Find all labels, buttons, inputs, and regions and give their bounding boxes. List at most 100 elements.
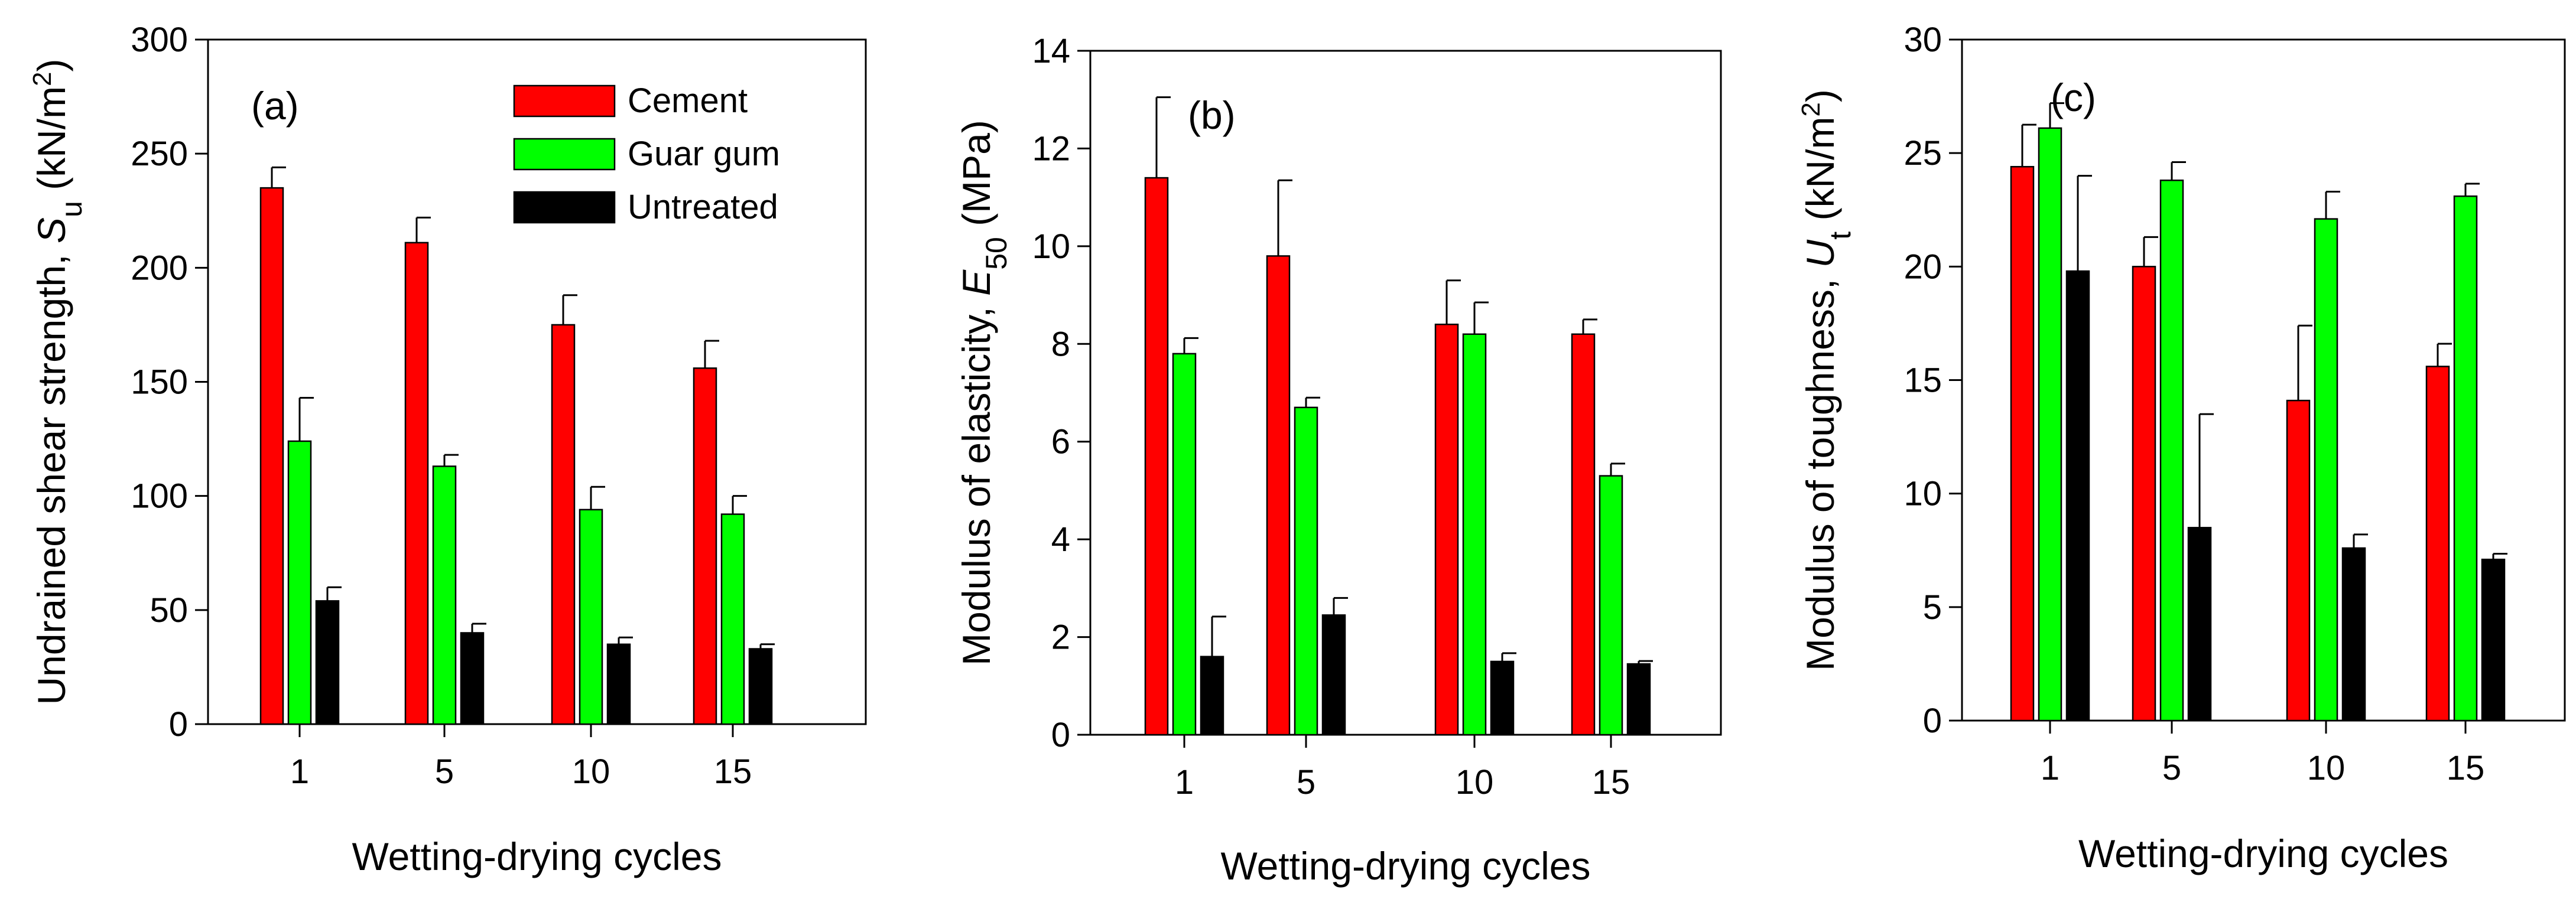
x-tick-label: 5 [435, 752, 454, 791]
bar-untreated [2065, 270, 2090, 722]
y-tick-label: 20 [1903, 247, 1942, 286]
y-axis-title-text: Modulus of elasticity, [954, 296, 998, 666]
legend-label: Cement [628, 82, 748, 120]
y-axis-title-unit: (kN/m [30, 86, 73, 201]
x-tick-label: 5 [2162, 749, 2181, 787]
y-axis-title-subscript: t [1824, 232, 1857, 240]
x-axis-title: Wetting-drying cycles [1220, 844, 1590, 888]
bar-cement [259, 187, 284, 725]
x-axis-title: Wetting-drying cycles [352, 835, 722, 878]
x-tick-label: 10 [1456, 763, 1494, 802]
bar-guar-gum [1462, 333, 1487, 736]
y-tick-label: 250 [131, 135, 188, 173]
bar-untreated [1321, 614, 1346, 736]
bar-cement [404, 242, 429, 725]
bar-cement [1434, 323, 1459, 736]
y-tick-label: 10 [1032, 227, 1070, 266]
x-axis-title: Wetting-drying cycles [2078, 832, 2448, 875]
panel-label: (c) [2051, 76, 2096, 119]
y-tick-label: 0 [1051, 716, 1070, 754]
legend-swatch-cement [513, 84, 616, 118]
bar-guar-gum [1172, 353, 1197, 736]
y-tick-label: 200 [131, 249, 188, 287]
y-tick-label: 4 [1051, 520, 1070, 559]
bar-untreated [606, 643, 631, 725]
x-tick-label: 10 [2307, 749, 2346, 787]
bar-guar-gum [579, 509, 603, 725]
bar-guar-gum [720, 513, 745, 725]
y-tick-label: 100 [131, 477, 188, 516]
y-tick-label: 10 [1903, 475, 1942, 513]
y-axis-title-variable: E [954, 269, 998, 296]
panel-label: (a) [251, 84, 299, 128]
bar-guar-gum [2038, 127, 2062, 722]
legend-label: Untreated [628, 188, 778, 226]
legend: Cement Guar gum Untreated [513, 82, 780, 226]
y-tick-label: 14 [1032, 32, 1070, 70]
y-axis-title-unit-close: ) [30, 58, 73, 71]
bar-guar-gum [2314, 218, 2338, 722]
y-axis-title: Undrained shear strength, Su (kN/m2) [28, 58, 89, 705]
bar-untreated [2187, 527, 2212, 722]
x-tick-label: 15 [714, 752, 752, 791]
plot-frame [1089, 50, 1722, 736]
bar-guar-gum [1599, 475, 1623, 736]
y-axis-title-unit-close: ) [1798, 89, 1842, 102]
x-tick-label: 5 [1297, 763, 1315, 802]
y-tick-label: 30 [1903, 21, 1942, 59]
bar-untreated [315, 600, 340, 725]
y-axis-title-subscript: u [55, 201, 88, 217]
y-tick-label: 2 [1051, 618, 1070, 657]
bar-cement [2425, 366, 2450, 722]
y-axis-title-superscript: 2 [28, 71, 57, 86]
bar-cement [2010, 165, 2035, 722]
bar-cement [2286, 399, 2311, 722]
y-tick-label: 300 [131, 21, 188, 59]
bar-guar-gum [1294, 406, 1318, 736]
bar-cement [1571, 333, 1596, 736]
bar-cement [2132, 266, 2156, 722]
y-tick-label: 25 [1903, 134, 1942, 172]
bar-cement [693, 367, 717, 725]
y-tick-label: 150 [131, 363, 188, 402]
y-tick-label: 0 [1923, 702, 1942, 740]
bar-guar-gum [2159, 180, 2184, 722]
y-axis-title-unit: (kN/m [1798, 117, 1842, 232]
y-tick-label: 12 [1032, 129, 1070, 168]
bar-guar-gum [287, 440, 312, 725]
x-tick-label: 1 [290, 752, 309, 791]
bar-untreated [460, 632, 485, 725]
bar-untreated [1490, 660, 1515, 736]
x-tick-label: 1 [2041, 749, 2059, 787]
bar-cement [1144, 177, 1169, 736]
y-axis-title-subscript: 50 [980, 237, 1013, 270]
y-tick-label: 50 [150, 591, 188, 630]
bar-untreated [2341, 547, 2366, 722]
bar-untreated [2481, 558, 2506, 722]
bar-untreated [1200, 656, 1224, 736]
bar-guar-gum [2453, 195, 2478, 722]
y-tick-label: 6 [1051, 423, 1070, 461]
y-axis-title-unit: (MPa) [954, 120, 998, 237]
y-axis-title: Modulus of toughness, Ut (kN/m2) [1797, 89, 1857, 671]
x-tick-label: 1 [1175, 763, 1194, 802]
y-axis-title-variable: U [1798, 239, 1842, 268]
y-axis-title-text: Modulus of toughness, [1798, 268, 1842, 670]
x-tick-label: 10 [572, 752, 610, 791]
bar-untreated [748, 648, 773, 725]
y-axis-title-superscript: 2 [1797, 102, 1825, 116]
bar-cement [1266, 255, 1291, 736]
bar-untreated [1626, 663, 1651, 736]
y-tick-label: 5 [1923, 588, 1942, 627]
bar-cement [551, 324, 576, 725]
y-tick-label: 0 [169, 705, 188, 744]
legend-swatch-untreated [513, 191, 616, 224]
x-tick-label: 15 [2447, 749, 2485, 787]
y-axis-title: Modulus of elasticity, E50 (MPa) [954, 120, 1013, 666]
legend-label: Guar gum [628, 135, 780, 173]
x-tick-label: 15 [1592, 763, 1630, 802]
y-tick-label: 8 [1051, 325, 1070, 363]
